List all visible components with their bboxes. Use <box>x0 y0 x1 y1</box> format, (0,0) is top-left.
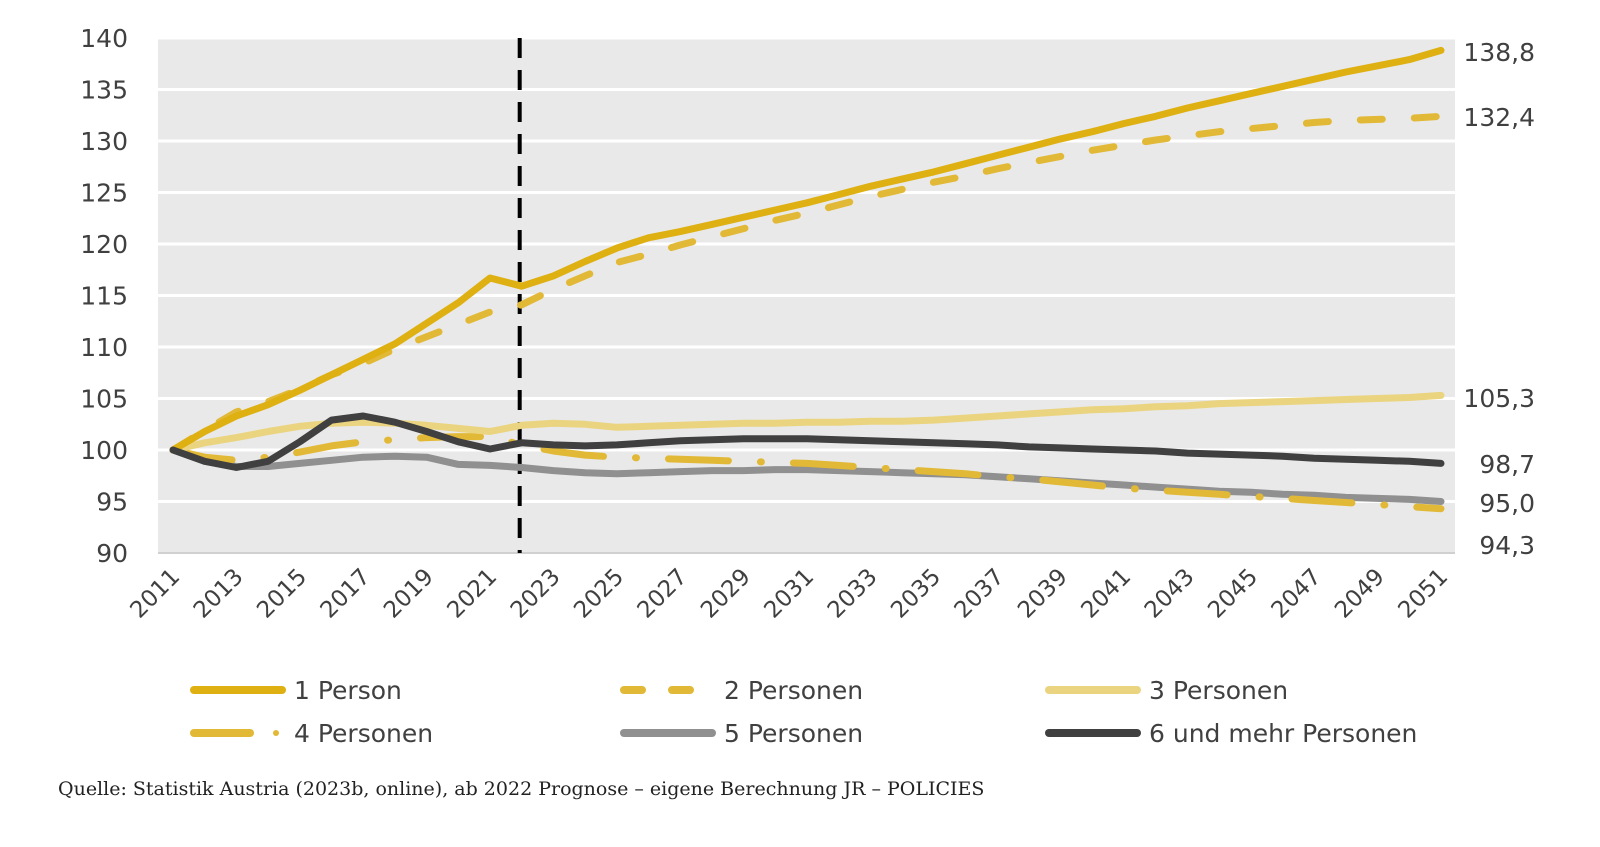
legend-item-2-personen: 2 Personen <box>620 670 863 710</box>
end-value-label: 94,3 <box>1479 531 1535 560</box>
x-tick-label: 2027 <box>633 564 693 624</box>
legend-item-3-personen: 3 Personen <box>1045 670 1288 710</box>
series-line-5-personen <box>169 446 1445 505</box>
legend-label: 1 Person <box>294 675 402 705</box>
legend-item-6-und-mehr-personen: 6 und mehr Personen <box>1045 713 1417 753</box>
x-tick-label: 2051 <box>1393 564 1453 624</box>
y-tick-label: 130 <box>80 127 128 156</box>
legend-label: 3 Personen <box>1149 675 1289 705</box>
x-tick-label: 2011 <box>125 564 185 624</box>
x-tick-label: 2017 <box>316 564 376 624</box>
end-value-label: 132,4 <box>1463 103 1535 132</box>
x-tick-label: 2047 <box>1267 564 1327 624</box>
y-tick-label: 95 <box>96 488 128 517</box>
x-tick-label: 2045 <box>1203 564 1263 624</box>
y-tick-label: 140 <box>80 24 128 53</box>
end-value-label: 95,0 <box>1479 489 1535 518</box>
end-value-label: 105,3 <box>1463 384 1535 413</box>
x-tick-label: 2041 <box>1076 564 1136 624</box>
legend-swatch-dashdot <box>190 729 279 737</box>
legend-item-4-personen: 4 Personen <box>190 713 433 753</box>
legend-label: 4 Personen <box>294 718 434 748</box>
series-line-2-personen <box>169 112 1445 454</box>
y-tick-label: 115 <box>80 282 128 311</box>
legend-swatch-solid <box>1045 686 1141 694</box>
end-value-label: 138,8 <box>1463 38 1535 67</box>
y-tick-label: 125 <box>80 179 128 208</box>
legend-item-5-personen: 5 Personen <box>620 713 863 753</box>
y-tick-label: 110 <box>80 333 128 362</box>
legend-swatch-solid <box>190 686 286 694</box>
x-tick-label: 2039 <box>1013 564 1073 624</box>
x-tick-label: 2033 <box>823 564 883 624</box>
x-tick-label: 2015 <box>252 564 312 624</box>
x-tick-label: 2023 <box>506 564 566 624</box>
y-tick-label: 105 <box>80 385 128 414</box>
x-tick-label: 2049 <box>1330 564 1390 624</box>
y-tick-label: 135 <box>80 76 128 105</box>
end-value-label: 98,7 <box>1479 450 1535 479</box>
y-tick-label: 90 <box>96 539 128 568</box>
legend: 1 Person 2 Personen 3 Personen 4 Persone… <box>190 670 1490 760</box>
y-tick-label: 100 <box>80 436 128 465</box>
legend-swatch-dashed <box>620 686 716 694</box>
y-tick-label: 120 <box>80 230 128 259</box>
source-note: Quelle: Statistik Austria (2023b, online… <box>58 778 985 800</box>
x-tick-label: 2019 <box>379 564 439 624</box>
legend-label: 2 Personen <box>724 675 864 705</box>
x-tick-label: 2021 <box>442 564 502 624</box>
x-tick-label: 2029 <box>696 564 756 624</box>
x-tick-label: 2031 <box>759 564 819 624</box>
series-line-4-personen <box>169 433 1445 513</box>
x-tick-label: 2025 <box>569 564 629 624</box>
legend-item-1-person: 1 Person <box>190 670 402 710</box>
legend-swatch-solid <box>620 729 716 737</box>
legend-swatch-solid <box>1045 729 1141 737</box>
series-line-1-person <box>169 46 1445 454</box>
x-tick-label: 2037 <box>950 564 1010 624</box>
x-tick-label: 2013 <box>189 564 249 624</box>
legend-label: 5 Personen <box>724 718 864 748</box>
x-tick-label: 2043 <box>1140 564 1200 624</box>
x-tick-label: 2035 <box>886 564 946 624</box>
series-line-6-und-mehr-personen <box>169 412 1445 471</box>
legend-label: 6 und mehr Personen <box>1149 718 1418 748</box>
